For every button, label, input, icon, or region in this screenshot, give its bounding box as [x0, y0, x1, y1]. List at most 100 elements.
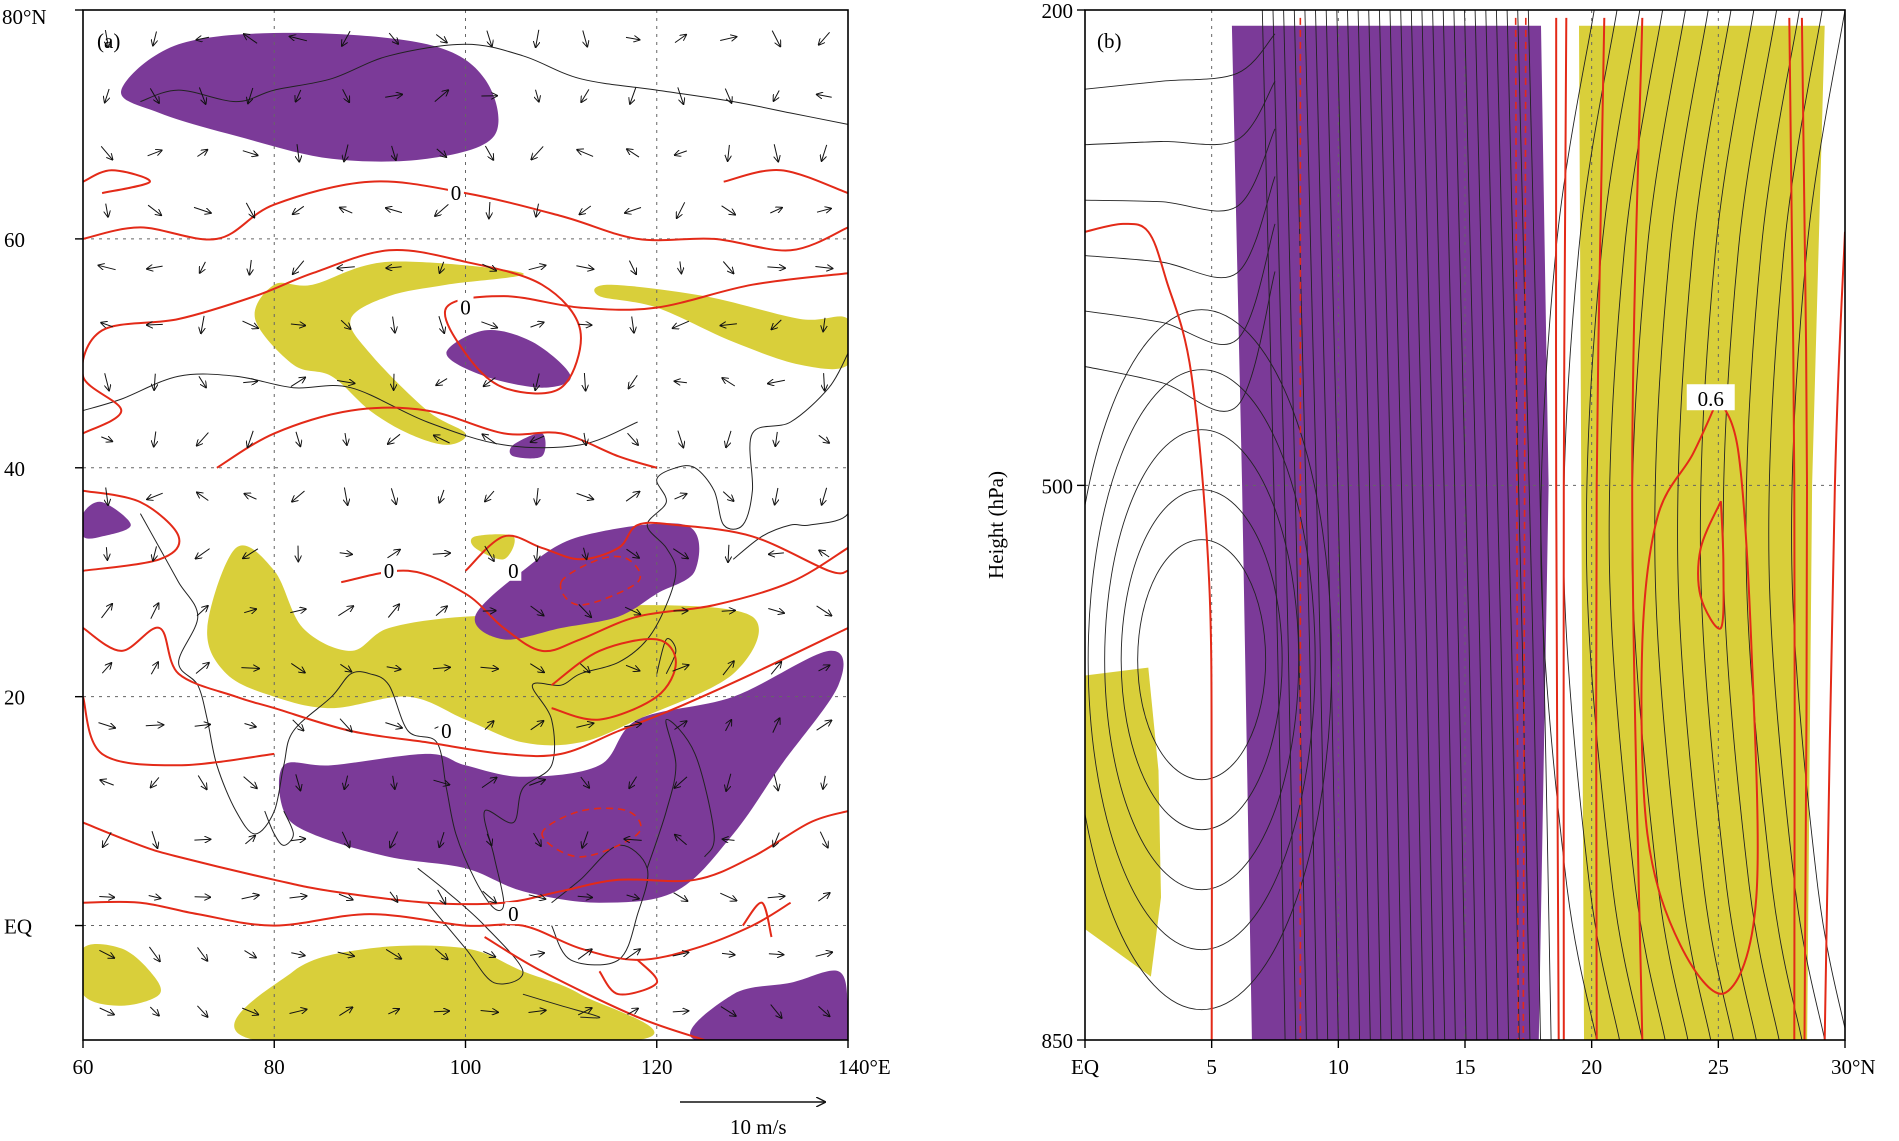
contour-label: 0 — [460, 296, 471, 320]
wind-vector — [386, 667, 401, 670]
wind-vector — [244, 609, 256, 613]
wind-vector — [720, 37, 737, 41]
wind-vector — [196, 606, 208, 617]
panel-a-map: (a) 000 000 60 80 100 120 140°E EQ20406080°N … — [2, 5, 891, 1139]
wind-vector — [818, 665, 830, 672]
wind-vector — [818, 434, 830, 443]
wind-vector — [149, 1006, 159, 1016]
wind-vector — [770, 208, 782, 214]
wind-vector — [818, 893, 830, 902]
streamline — [1283, 10, 1307, 1040]
wind-vector — [196, 37, 210, 40]
wind-vector — [673, 892, 688, 902]
streamline — [1517, 10, 1541, 1040]
wind-vector — [530, 721, 544, 731]
panel-a-contour-labels: 0 0 0 0 0 0 — [381, 181, 522, 926]
coastline — [417, 867, 524, 985]
wind-vector — [817, 94, 832, 97]
wind-vector — [672, 665, 689, 672]
wind-vector — [390, 831, 399, 848]
wind-vector — [768, 954, 784, 955]
contour-label-box — [457, 295, 474, 318]
wind-vector — [584, 547, 587, 560]
wind-vector — [629, 776, 638, 789]
panel-b-contour-labels: 0.6 — [1686, 384, 1735, 411]
wind-vector — [481, 777, 497, 789]
wind-vector — [106, 487, 108, 506]
wind-vector — [244, 950, 257, 958]
wind-vector — [675, 835, 687, 846]
wind-vector — [197, 150, 207, 157]
wind-vector — [582, 831, 589, 848]
x-tick-label: 120 — [641, 1055, 673, 1079]
negative-contour-line — [541, 807, 642, 858]
streamline — [1315, 10, 1339, 1040]
panel-b-y-ticks: 200 500 850 — [1042, 0, 1085, 1053]
wind-vector — [434, 90, 449, 102]
wind-vector — [677, 202, 686, 218]
wind-vector — [769, 553, 784, 554]
streamline — [1085, 81, 1276, 146]
streamline — [1410, 10, 1435, 1040]
wind-vector — [771, 319, 782, 330]
wind-vector — [338, 606, 353, 617]
wind-vector — [722, 261, 733, 274]
wind-vector — [195, 663, 209, 674]
streamline — [1453, 10, 1478, 1040]
wind-vector — [771, 30, 780, 47]
negative-contour-line — [1522, 17, 1527, 1040]
wind-vector — [484, 545, 494, 561]
wind-vector — [775, 431, 777, 447]
wind-vector — [677, 430, 684, 448]
wind-vector — [290, 377, 306, 388]
wind-vector — [147, 266, 163, 269]
wind-vector — [584, 432, 586, 446]
streamline — [1120, 489, 1283, 831]
x-tick-label: 15 — [1455, 1055, 1476, 1079]
contour-line — [464, 521, 848, 575]
wind-vector — [340, 208, 353, 214]
wind-vector — [578, 324, 592, 325]
negative-contour-line — [1514, 17, 1519, 1040]
wind-vector — [242, 151, 258, 156]
wind-vector — [147, 204, 161, 215]
vector-reference: 10 m/s — [680, 1102, 825, 1139]
y-tick-label: 850 — [1042, 1029, 1074, 1053]
wind-vector — [105, 30, 108, 47]
x-tick-label: 30°N — [1831, 1055, 1876, 1079]
streamline — [1368, 10, 1392, 1040]
wind-vector — [435, 204, 449, 216]
wind-vector — [721, 953, 735, 955]
contour-line — [1555, 17, 1560, 1040]
contour-label-box — [438, 719, 455, 741]
x-tick-label: 20 — [1581, 1055, 1602, 1079]
wind-vector — [530, 953, 544, 956]
wind-vector — [432, 667, 450, 669]
streamline — [1699, 10, 1757, 1040]
wind-vector — [292, 719, 304, 731]
y-tick-label: 20 — [4, 686, 25, 710]
wind-vector — [198, 376, 206, 387]
wind-vector — [674, 494, 687, 500]
wind-vector — [153, 546, 157, 560]
x-tick-label: 140°E — [838, 1055, 891, 1079]
streamline — [1357, 10, 1382, 1040]
coastline — [139, 353, 848, 912]
wind-vector — [768, 609, 784, 614]
wind-vector — [153, 31, 157, 46]
wind-vector — [339, 718, 352, 732]
wind-vector — [580, 776, 590, 788]
wind-vector — [293, 260, 305, 275]
wind-vector — [815, 267, 832, 269]
contour-line — [1788, 17, 1796, 1040]
wind-vector — [244, 494, 257, 500]
wind-vector — [385, 94, 402, 97]
wind-vector — [393, 316, 395, 333]
contour-label-box — [1686, 384, 1735, 411]
positive-anomaly-region — [234, 945, 655, 1040]
coastline — [551, 844, 649, 966]
wind-vector — [147, 324, 163, 325]
wind-vector — [816, 208, 831, 212]
wind-vector — [296, 431, 300, 447]
wind-vector — [482, 890, 497, 903]
